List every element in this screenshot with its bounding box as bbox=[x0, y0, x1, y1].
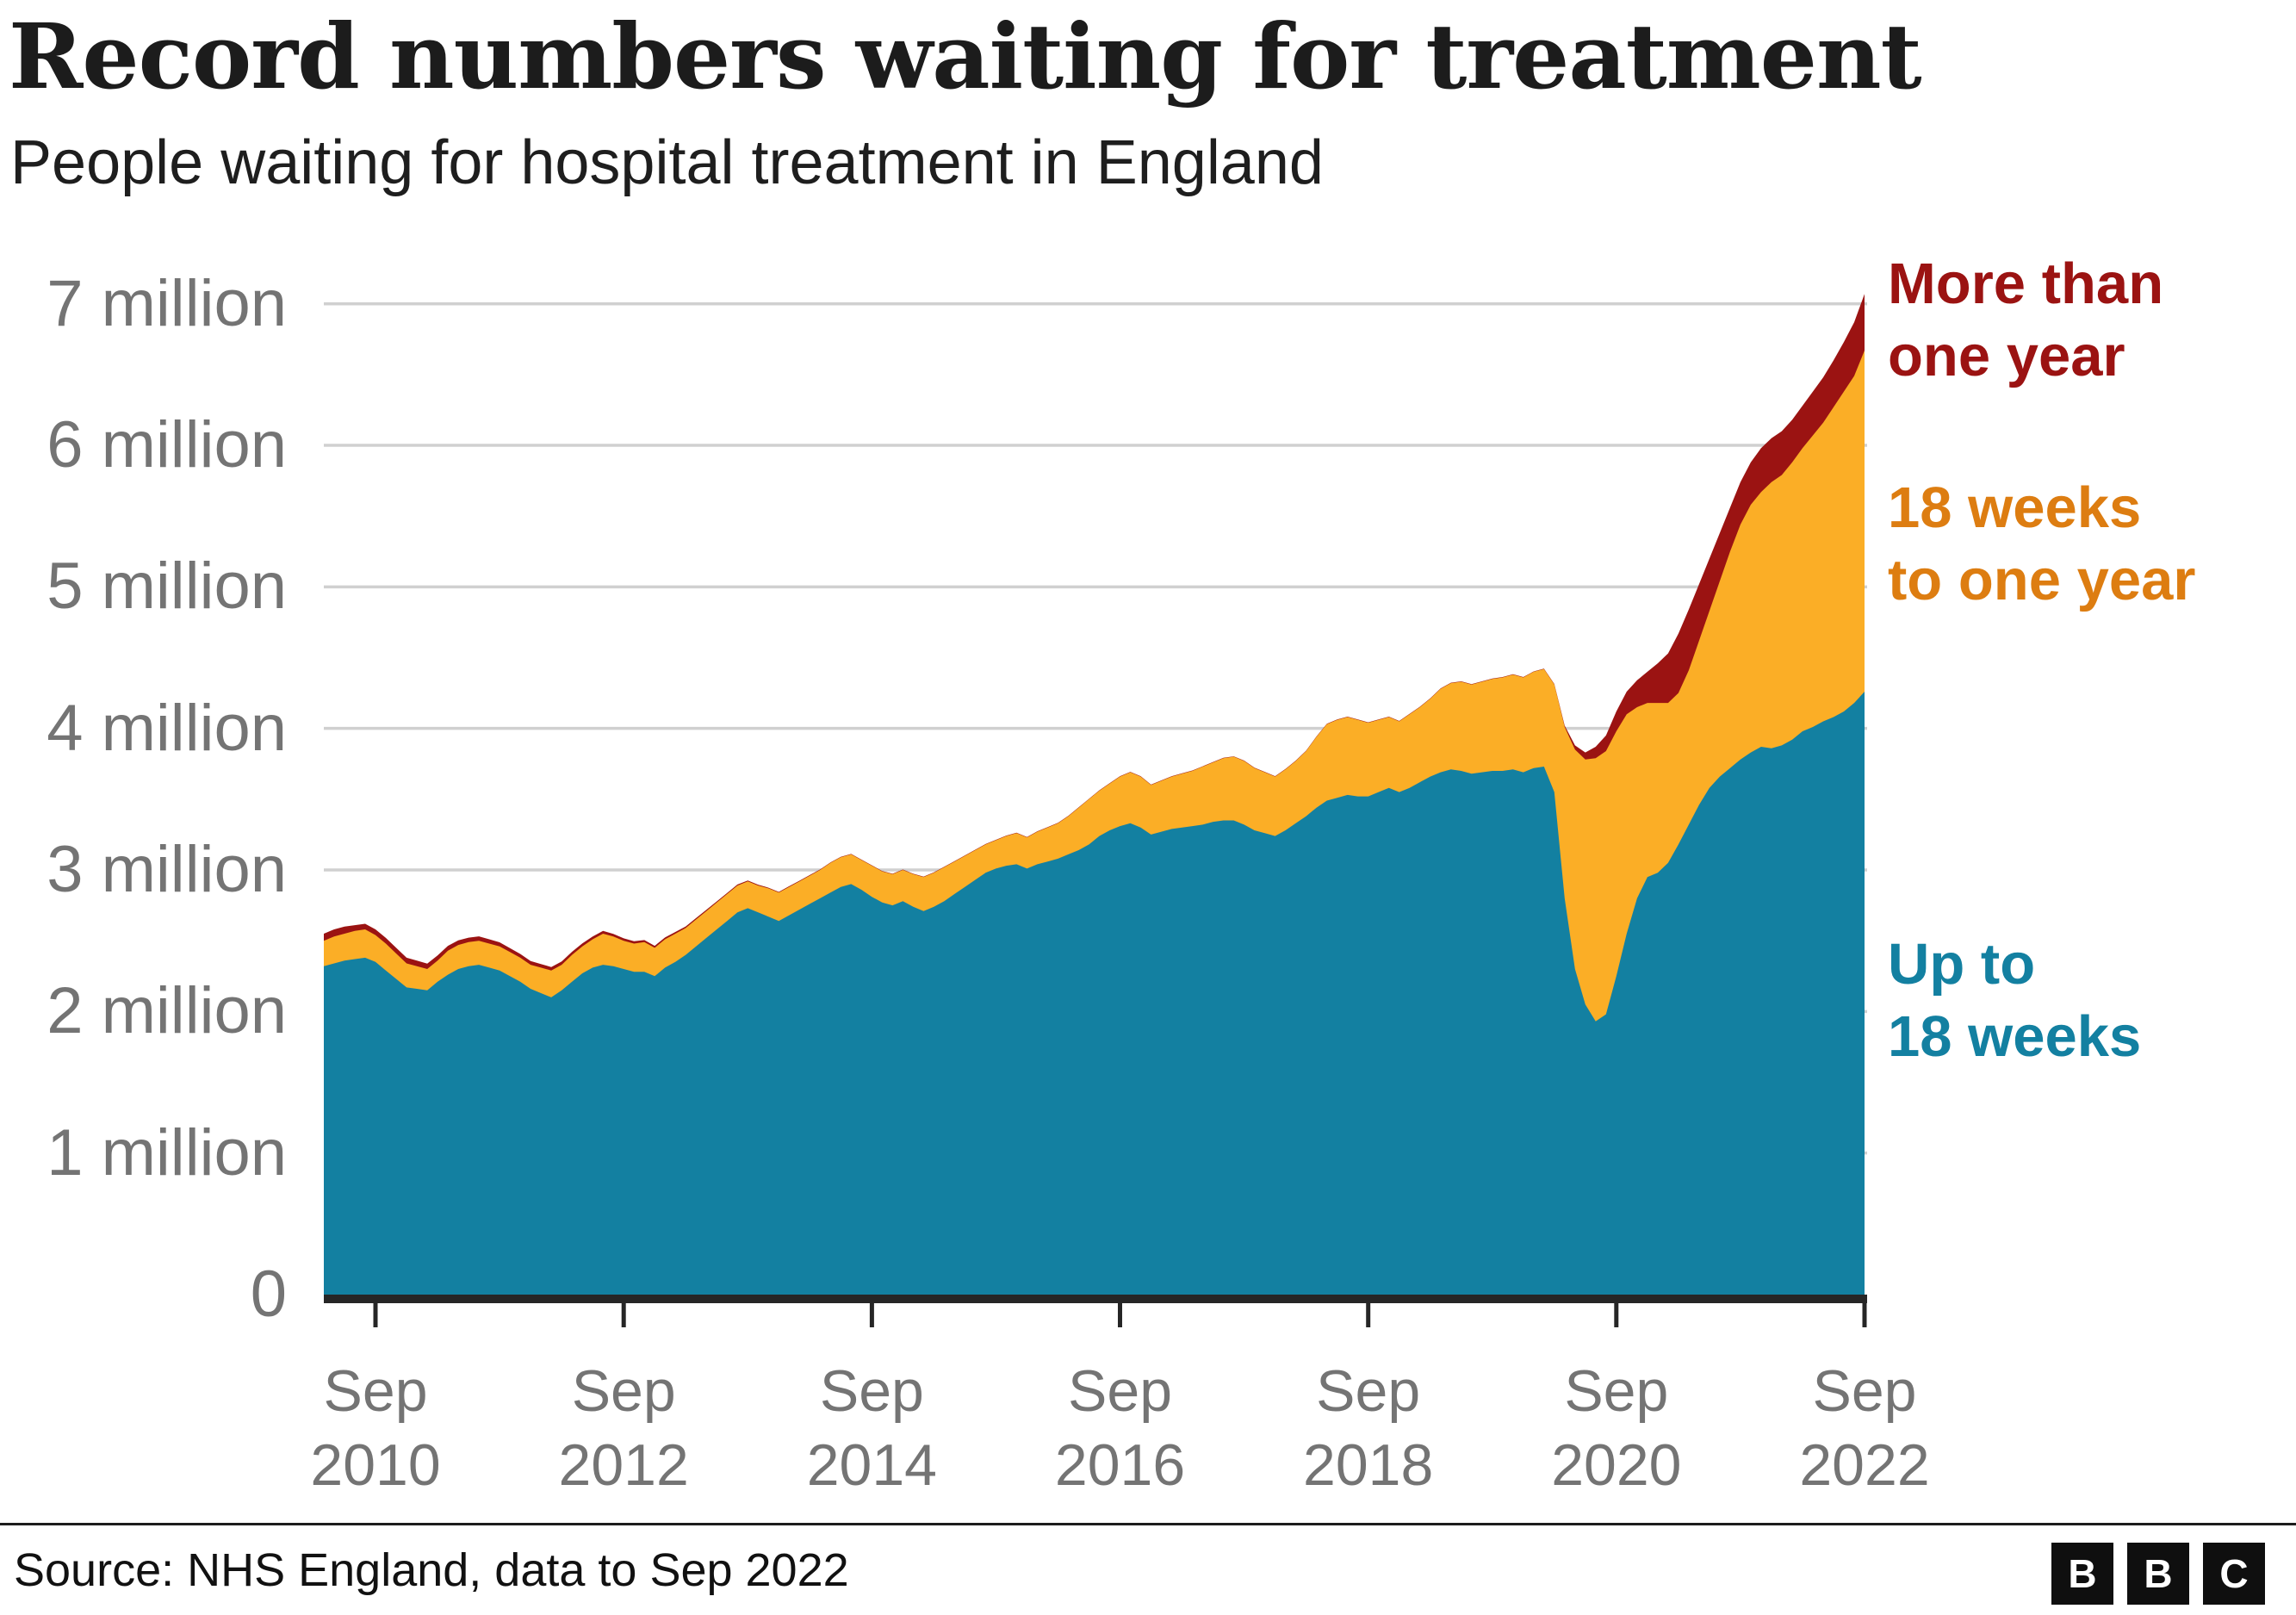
x-axis-label-2014: Sep 2014 bbox=[806, 1358, 937, 1498]
series-label-18-weeks-to-one-year: 18 weeks to one year bbox=[1888, 475, 2196, 612]
bbc-logo-letter-3: C bbox=[2203, 1543, 2265, 1605]
y-axis-label-4m: 4 million bbox=[47, 691, 287, 765]
y-axis-label-1m: 1 million bbox=[47, 1115, 287, 1190]
x-axis-label-2010: Sep 2010 bbox=[310, 1358, 441, 1498]
area-up-to-18-weeks bbox=[324, 692, 1865, 1295]
x-axis-tick-2012 bbox=[621, 1303, 626, 1327]
series-label-up-to-18-weeks: Up to 18 weeks bbox=[1888, 932, 2142, 1069]
x-axis-tick-2018 bbox=[1366, 1303, 1371, 1327]
y-axis-label-5m: 5 million bbox=[47, 550, 287, 624]
y-axis-label-0m: 0 bbox=[250, 1258, 287, 1331]
y-axis-label-6m: 6 million bbox=[47, 408, 287, 482]
y-axis-label-2m: 2 million bbox=[47, 974, 287, 1048]
x-axis-label-2016: Sep 2016 bbox=[1054, 1358, 1186, 1498]
x-axis-label-2020: Sep 2020 bbox=[1551, 1358, 1682, 1498]
y-axis-label-7m: 7 million bbox=[47, 266, 287, 340]
y-axis-label-3m: 3 million bbox=[47, 833, 287, 906]
x-axis-tick-2020 bbox=[1614, 1303, 1619, 1327]
x-axis-label-2018: Sep 2018 bbox=[1303, 1358, 1434, 1498]
x-axis-label-2012: Sep 2012 bbox=[558, 1358, 689, 1498]
x-axis-tick-2014 bbox=[869, 1303, 874, 1327]
x-axis-tick-2010 bbox=[373, 1303, 378, 1327]
x-axis-tick-2016 bbox=[1118, 1303, 1122, 1327]
source-note: Source: NHS England, data to Sep 2022 bbox=[14, 1544, 849, 1596]
series-label-more-than-one-year: More than one year bbox=[1888, 252, 2164, 388]
bbc-logo-letter-1: B bbox=[2051, 1543, 2113, 1605]
x-axis-tick-2022 bbox=[1862, 1303, 1867, 1327]
page-title: Record numbers waiting for treatment bbox=[9, 3, 1922, 109]
x-axis-line bbox=[324, 1295, 1867, 1303]
bbc-logo-letter-2: B bbox=[2127, 1543, 2189, 1605]
footer-divider bbox=[0, 1523, 2296, 1525]
x-axis-label-2022: Sep 2022 bbox=[1799, 1358, 1930, 1498]
chart-subtitle: People waiting for hospital treatment in… bbox=[10, 128, 1324, 197]
